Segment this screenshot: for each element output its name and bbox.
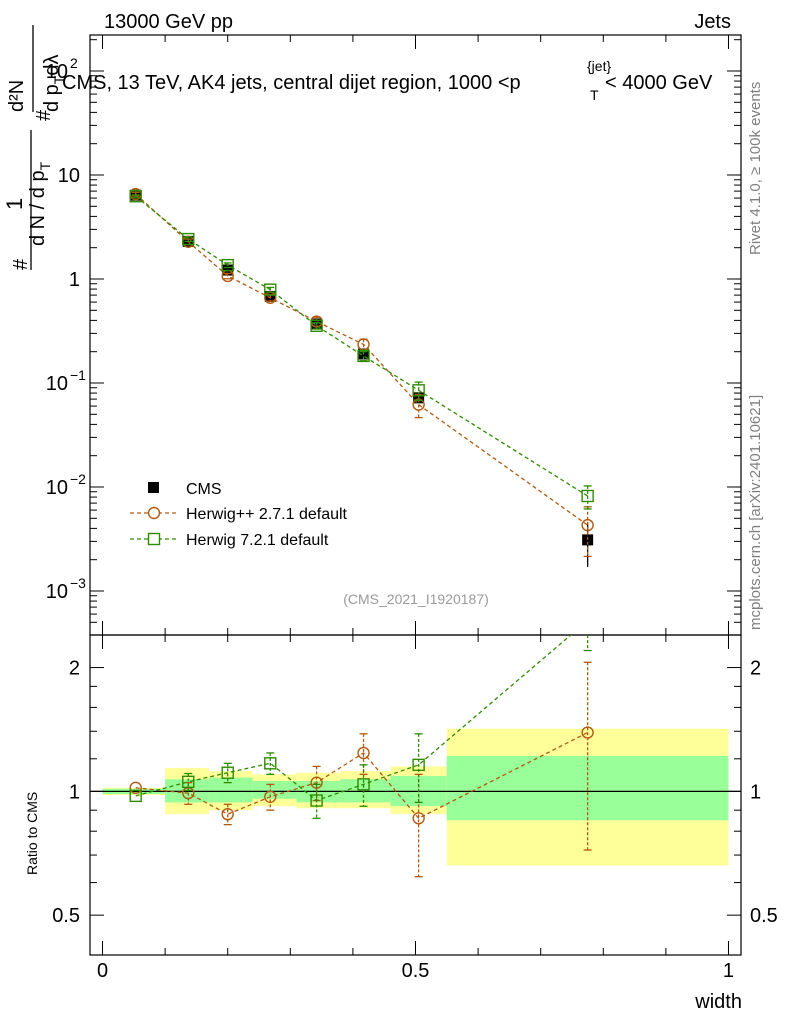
ratio-ylabel: Ratio to CMS xyxy=(24,792,40,875)
svg-text:CMS, 13 TeV, AK4 jets, central: CMS, 13 TeV, AK4 jets, central dijet reg… xyxy=(62,72,521,94)
y-tick-label-exponent: −2 xyxy=(70,471,86,487)
legend: CMS Herwig++ 2.7.1 default Herwig 7.2.1 … xyxy=(130,481,348,549)
ratio-point-herwig7 xyxy=(582,615,593,626)
ratio-axes: 0.5 0.5 1 1 2 2 0 0.5 1 xyxy=(52,635,778,982)
main-series xyxy=(129,187,594,567)
data-point-herwigpp xyxy=(581,518,594,532)
ylabel-fraction-den: d pTdλ xyxy=(41,55,67,113)
ratio-point-herwigpp xyxy=(581,726,594,739)
ratio-point-herwig7 xyxy=(412,758,425,772)
x-tick-label: 1 xyxy=(723,960,734,982)
y-tick-label: 10 xyxy=(58,165,80,187)
plot-title: CMS, 13 TeV, AK4 jets, central dijet reg… xyxy=(62,58,713,103)
data-point-herwig7 xyxy=(182,232,195,246)
legend-label-herwigpp: Herwig++ 2.7.1 default xyxy=(186,506,348,523)
ratio-point-herwigpp xyxy=(221,807,234,821)
legend-marker-cms xyxy=(148,482,159,493)
ratio-band-inner xyxy=(208,777,253,803)
y-tick-label-exponent: −3 xyxy=(70,575,86,591)
ratio-point-herwigpp xyxy=(264,790,277,803)
x-tick-label: 0 xyxy=(97,960,108,982)
data-point-herwig7 xyxy=(357,349,370,363)
y-tick-label: 1 xyxy=(69,269,80,291)
y-tick-label: 10 xyxy=(46,373,68,395)
ratio-point-herwigpp xyxy=(357,746,370,760)
title-superscript: {jet} xyxy=(587,58,611,74)
rivet-version-label: Rivet 4.1.0, ≥ 100k events xyxy=(747,82,764,255)
ylabel-one: 1 xyxy=(2,198,27,210)
ratio-y-tick-label-right: 1 xyxy=(750,781,761,803)
ratio-point-herwig7 xyxy=(182,775,195,788)
legend-label-herwig7: Herwig 7.2.1 default xyxy=(186,532,329,549)
series-line xyxy=(135,193,589,526)
ratio-point-herwig7 xyxy=(264,757,277,770)
legend-label-cms: CMS xyxy=(186,481,222,498)
title-end: < 4000 GeV xyxy=(605,72,713,94)
ratio-band-inner xyxy=(252,780,297,799)
ratio-point-herwig7 xyxy=(221,766,234,779)
data-point-herwig7 xyxy=(412,384,425,397)
header-left: 13000 GeV pp xyxy=(104,11,233,33)
title-text: CMS, 13 TeV, AK4 jets, central dijet reg… xyxy=(62,72,510,94)
y-tick-label-exponent: −1 xyxy=(70,367,86,383)
x-tick-label: 0.5 xyxy=(402,960,430,982)
ylabel-hash-2: # xyxy=(33,109,55,121)
y-tick-label: 10 xyxy=(46,61,68,83)
ratio-series-line xyxy=(135,731,588,820)
ratio-point-herwig7 xyxy=(129,789,142,803)
data-point-herwig7 xyxy=(310,319,323,332)
data-point-herwig7 xyxy=(264,283,277,296)
y-tick-label: 10 xyxy=(46,477,68,499)
ratio-y-tick-label: 2 xyxy=(69,658,80,680)
legend-marker-herwig7 xyxy=(147,532,161,546)
data-point-herwig7 xyxy=(581,489,594,503)
header-right: Jets xyxy=(694,11,731,33)
ratio-y-tick-label: 0.5 xyxy=(52,905,80,927)
data-point-herwig7 xyxy=(221,258,234,272)
ratio-point-herwig7 xyxy=(310,794,323,807)
ratio-point-herwig7 xyxy=(357,778,370,791)
ylabel-fraction-num: d²N xyxy=(6,80,28,112)
y-axis-label: # 1 d N / d pT # d²N d pTdλ xyxy=(2,25,67,270)
ratio-series-line xyxy=(135,635,572,802)
ratio-series xyxy=(129,615,594,878)
ratio-point-herwigpp xyxy=(412,812,425,825)
ylabel-hash-1: # xyxy=(10,258,32,270)
x-axis-label: width xyxy=(694,991,742,1013)
legend-marker-herwigpp xyxy=(147,506,161,520)
mcplots-label: mcplots.cern.ch [arXiv:2401.10621] xyxy=(747,395,764,630)
ratio-point-herwigpp xyxy=(310,776,323,789)
ratio-point-herwigpp xyxy=(129,781,142,795)
series-line xyxy=(135,195,588,497)
ratio-series-group xyxy=(129,615,594,878)
ylabel-denominator: d N / d pT xyxy=(27,161,53,246)
y-tick-label: 10 xyxy=(46,581,68,603)
ratio-y-tick-label-right: 2 xyxy=(750,658,761,680)
analysis-id: (CMS_2021_I1920187) xyxy=(343,591,489,607)
title-p: p xyxy=(510,72,521,94)
data-point-herwig7 xyxy=(129,190,142,203)
title-subscript: T xyxy=(590,87,599,103)
y-tick-label-exponent: 2 xyxy=(70,55,78,71)
ratio-uncertainty-bands xyxy=(90,728,741,866)
ratio-y-tick-label: 1 xyxy=(69,781,80,803)
data-point-cms xyxy=(582,534,594,546)
ratio-y-tick-label-right: 0.5 xyxy=(750,905,778,927)
